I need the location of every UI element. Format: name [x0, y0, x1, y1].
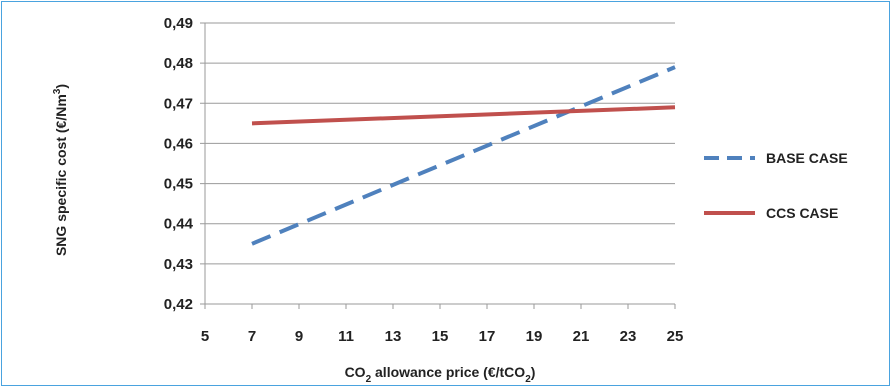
grid-lines — [200, 22, 675, 305]
y-tick-label: 0,49 — [164, 15, 193, 32]
series-line-base-case — [251, 65, 676, 246]
y-tick-label: 0,42 — [164, 296, 193, 313]
x-tick-label: 17 — [479, 328, 496, 345]
x-axis-title: CO2 allowance price (€/tCO2) — [345, 364, 536, 385]
x-tick-label: 21 — [573, 328, 590, 345]
x-tick-label: 23 — [620, 328, 637, 345]
y-axis-title: SNG specific cost (€/Nm3) — [52, 84, 69, 256]
x-tick-label: 5 — [201, 328, 209, 345]
x-tick-label: 7 — [248, 328, 256, 345]
y-tick-labels: 0,42 0,43 0,44 0,45 0,46 0,47 0,48 0,49 — [164, 15, 194, 313]
x-tick-label: 9 — [295, 328, 303, 345]
y-tick-label: 0,47 — [164, 95, 193, 112]
legend: BASE CASE CCS CASE — [704, 150, 848, 221]
series-line-ccs-case — [251, 105, 676, 126]
y-tick-label: 0,44 — [164, 216, 194, 233]
series-lines — [251, 65, 676, 246]
x-tick-label: 19 — [526, 328, 543, 345]
y-tick-label: 0,46 — [164, 135, 193, 152]
y-tick-label: 0,45 — [164, 176, 193, 193]
x-tick-label: 13 — [385, 328, 402, 345]
y-tick-label: 0,48 — [164, 55, 193, 72]
x-tick-label: 15 — [432, 328, 449, 345]
legend-label: CCS CASE — [766, 205, 838, 221]
legend-label: BASE CASE — [766, 150, 848, 166]
x-tick-label: 11 — [338, 328, 354, 345]
axes — [204, 23, 676, 309]
x-tick-labels: 5 7 9 11 13 15 17 19 21 23 25 — [201, 328, 684, 345]
x-tick-label: 25 — [667, 328, 684, 345]
y-tick-label: 0,43 — [164, 256, 193, 273]
